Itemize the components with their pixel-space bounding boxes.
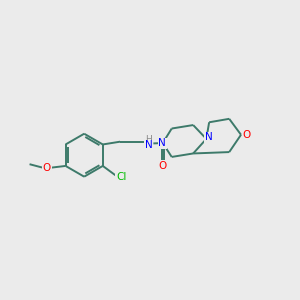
Text: H: H (146, 135, 152, 144)
Text: N: N (205, 132, 212, 142)
Text: Cl: Cl (116, 172, 126, 182)
Text: O: O (43, 163, 51, 173)
Text: N: N (158, 138, 166, 148)
Text: N: N (145, 140, 153, 150)
Text: O: O (242, 130, 251, 140)
Text: O: O (158, 161, 166, 171)
